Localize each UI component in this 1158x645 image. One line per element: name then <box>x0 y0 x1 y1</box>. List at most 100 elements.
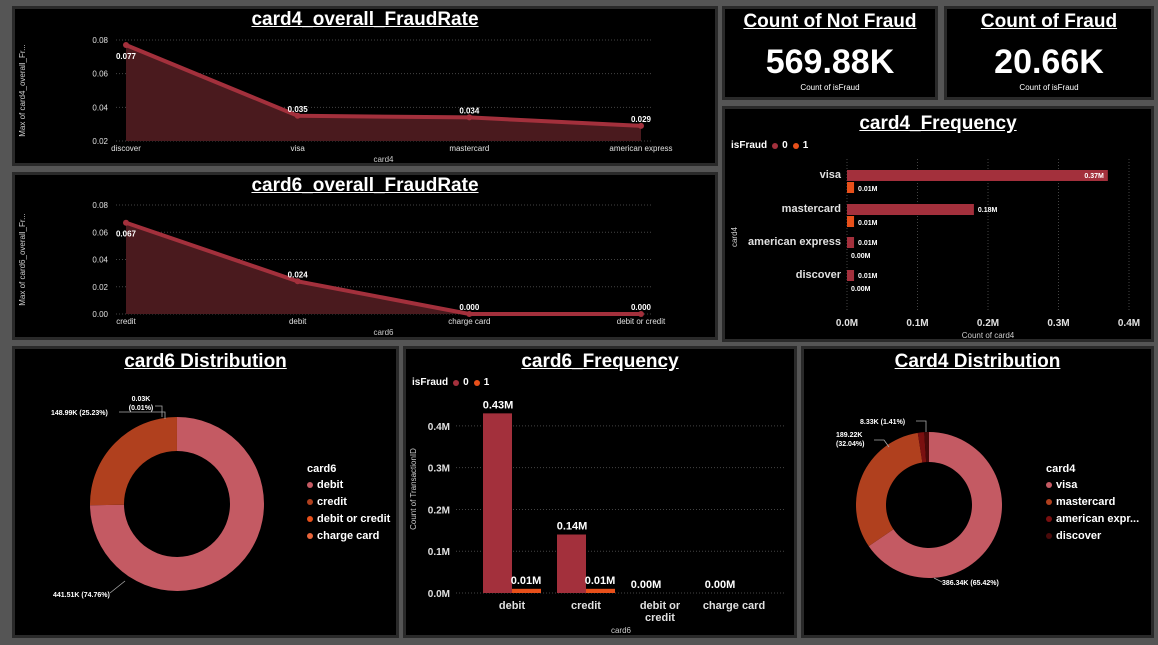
bar-isfraud-0 <box>847 270 855 281</box>
y-tick-label: 0.02 <box>92 283 108 292</box>
data-label: 0.14M <box>557 521 588 533</box>
area-fill <box>126 222 641 314</box>
chart-title: card4_Frequency <box>859 113 1017 134</box>
series-line <box>125 220 641 316</box>
legend-item-debit: debit <box>307 479 390 491</box>
slice-label: (32.04%) <box>836 441 864 448</box>
data-point <box>294 112 301 119</box>
chart-title: card4_overall_FraudRate <box>251 9 479 30</box>
x-axis-label: card6 <box>373 328 394 337</box>
y-tick-label: 0.4M <box>428 422 450 433</box>
leader-line <box>155 405 163 417</box>
y-axis-label: card4 <box>730 226 739 247</box>
legend-item-0: 0 <box>772 140 788 151</box>
y-tick-label: 0.04 <box>92 256 108 265</box>
kpi-subtitle: Count of isFraud <box>800 83 860 92</box>
data-label: 0.00M <box>631 579 662 591</box>
card6-frequency-chart: 0.4M 0.3M 0.2M 0.1M 0.0M 0.43M 0.01M debit 0.14M… <box>409 399 786 635</box>
y-tick-label: 0.2M <box>428 505 450 516</box>
kpi-fraud-card: Count of Fraud 20.66K Count of isFraud <box>944 6 1154 100</box>
bar-isfraud-0 <box>847 170 1108 181</box>
donut-slice-american-expr- <box>917 432 927 463</box>
card4-fraudrate-chart: 0.08 0.06 0.04 0.02 0.077 discover 0.035 visa 0.… <box>18 36 673 164</box>
chart-title: card6_overall_FraudRate <box>251 175 479 196</box>
donut-slice-mastercard <box>856 432 923 547</box>
data-label: 0.01M <box>858 220 878 227</box>
slice-label: (0.01%) <box>129 405 154 412</box>
legend-title: card6 <box>307 463 337 475</box>
leader-line <box>916 420 927 432</box>
x-tick-label: debit or <box>640 600 681 612</box>
legend-title: isFraud <box>731 140 768 151</box>
leader-line <box>119 411 166 419</box>
bar-isfraud-0 <box>847 204 974 215</box>
x-axis-label: card4 <box>373 155 394 164</box>
card6-distribution-panel: card6 Distribution 148.99K (25.23%) 0.03K… <box>12 346 399 638</box>
y-tick-label: 0.3M <box>428 464 450 475</box>
legend-item-visa: visa <box>1046 479 1139 491</box>
leader-line <box>109 580 126 594</box>
data-label: 0.43M <box>483 399 514 411</box>
data-label: 0.01M <box>585 575 616 587</box>
y-tick-label: 0.00 <box>92 310 108 319</box>
data-label: 0.01M <box>858 273 878 280</box>
x-tick-label: 0.4M <box>1118 318 1140 329</box>
slice-label: 0.03K <box>132 396 151 403</box>
kpi-subtitle: Count of isFraud <box>1019 83 1079 92</box>
y-tick-label: 0.0M <box>428 589 450 600</box>
legend: card4 visa mastercard american expr... d… <box>1046 463 1139 547</box>
data-label: 0.000 <box>459 303 480 312</box>
legend-title: isFraud <box>412 377 449 388</box>
data-label: 0.00M <box>705 579 736 591</box>
data-label: 0.035 <box>288 105 309 114</box>
data-label: 0.000 <box>631 303 652 312</box>
card4-fraudrate-panel: card4_overall_FraudRate 0.08 0.06 0.04 0.02… <box>12 6 718 166</box>
bar-isfraud-1 <box>512 588 541 593</box>
y-tick-label: 0.08 <box>92 201 108 210</box>
x-tick-label: mastercard <box>449 144 489 153</box>
legend-item-1: 1 <box>792 140 808 151</box>
y-tick-label: mastercard <box>782 203 841 215</box>
y-tick-label: visa <box>820 169 842 181</box>
x-tick-label: debit or credit <box>617 317 666 326</box>
x-axis-label: Count of card4 <box>962 331 1015 340</box>
legend: isFraud 0 1 <box>412 377 489 388</box>
donut-slice-credit <box>90 417 177 506</box>
data-point <box>123 219 129 226</box>
legend-item-credit: credit <box>307 496 390 508</box>
slice-label: 189.22K <box>836 432 862 439</box>
chart-title: card6 Distribution <box>124 351 287 372</box>
x-tick-label: 0.3M <box>1047 318 1069 329</box>
bar-isfraud-1 <box>586 588 615 593</box>
x-tick-label: credit <box>116 317 136 326</box>
x-tick-label: discover <box>111 144 141 153</box>
slice-label: 386.34K (65.42%) <box>942 580 999 587</box>
data-point <box>294 278 301 285</box>
data-label: 0.024 <box>288 270 309 279</box>
x-tick-label: 0.1M <box>906 318 928 329</box>
data-point <box>466 114 473 121</box>
data-label: 0.01M <box>858 240 878 247</box>
data-label: 0.00M <box>851 253 871 260</box>
y-axis-label: Max of card6_overall_Fr... <box>18 213 27 305</box>
card4-distribution-panel: Card4 Distribution 8.33K (1.41%) 189.22K (… <box>801 346 1154 638</box>
chart-title: Card4 Distribution <box>894 351 1061 372</box>
x-tick-label: credit <box>645 612 675 624</box>
bar-isfraud-1 <box>847 182 855 193</box>
x-tick-label: debit <box>289 317 307 326</box>
y-tick-label: 0.04 <box>92 103 108 112</box>
x-tick-label: 0.2M <box>977 318 999 329</box>
y-tick-label: 0.06 <box>92 228 108 237</box>
data-label: 0.077 <box>116 52 137 61</box>
series-line <box>125 43 642 128</box>
data-point <box>466 311 473 317</box>
legend-item-mastercard: mastercard <box>1046 496 1139 508</box>
y-tick-label: 0.1M <box>428 547 450 558</box>
data-label: 0.00M <box>851 286 871 293</box>
kpi-value: 20.66K <box>994 43 1104 81</box>
leader-line <box>874 439 890 448</box>
data-label: 0.029 <box>631 115 652 124</box>
x-tick-label: debit <box>499 600 526 612</box>
data-label: 0.067 <box>116 230 137 239</box>
legend-item-charge-card: charge card <box>307 530 390 542</box>
